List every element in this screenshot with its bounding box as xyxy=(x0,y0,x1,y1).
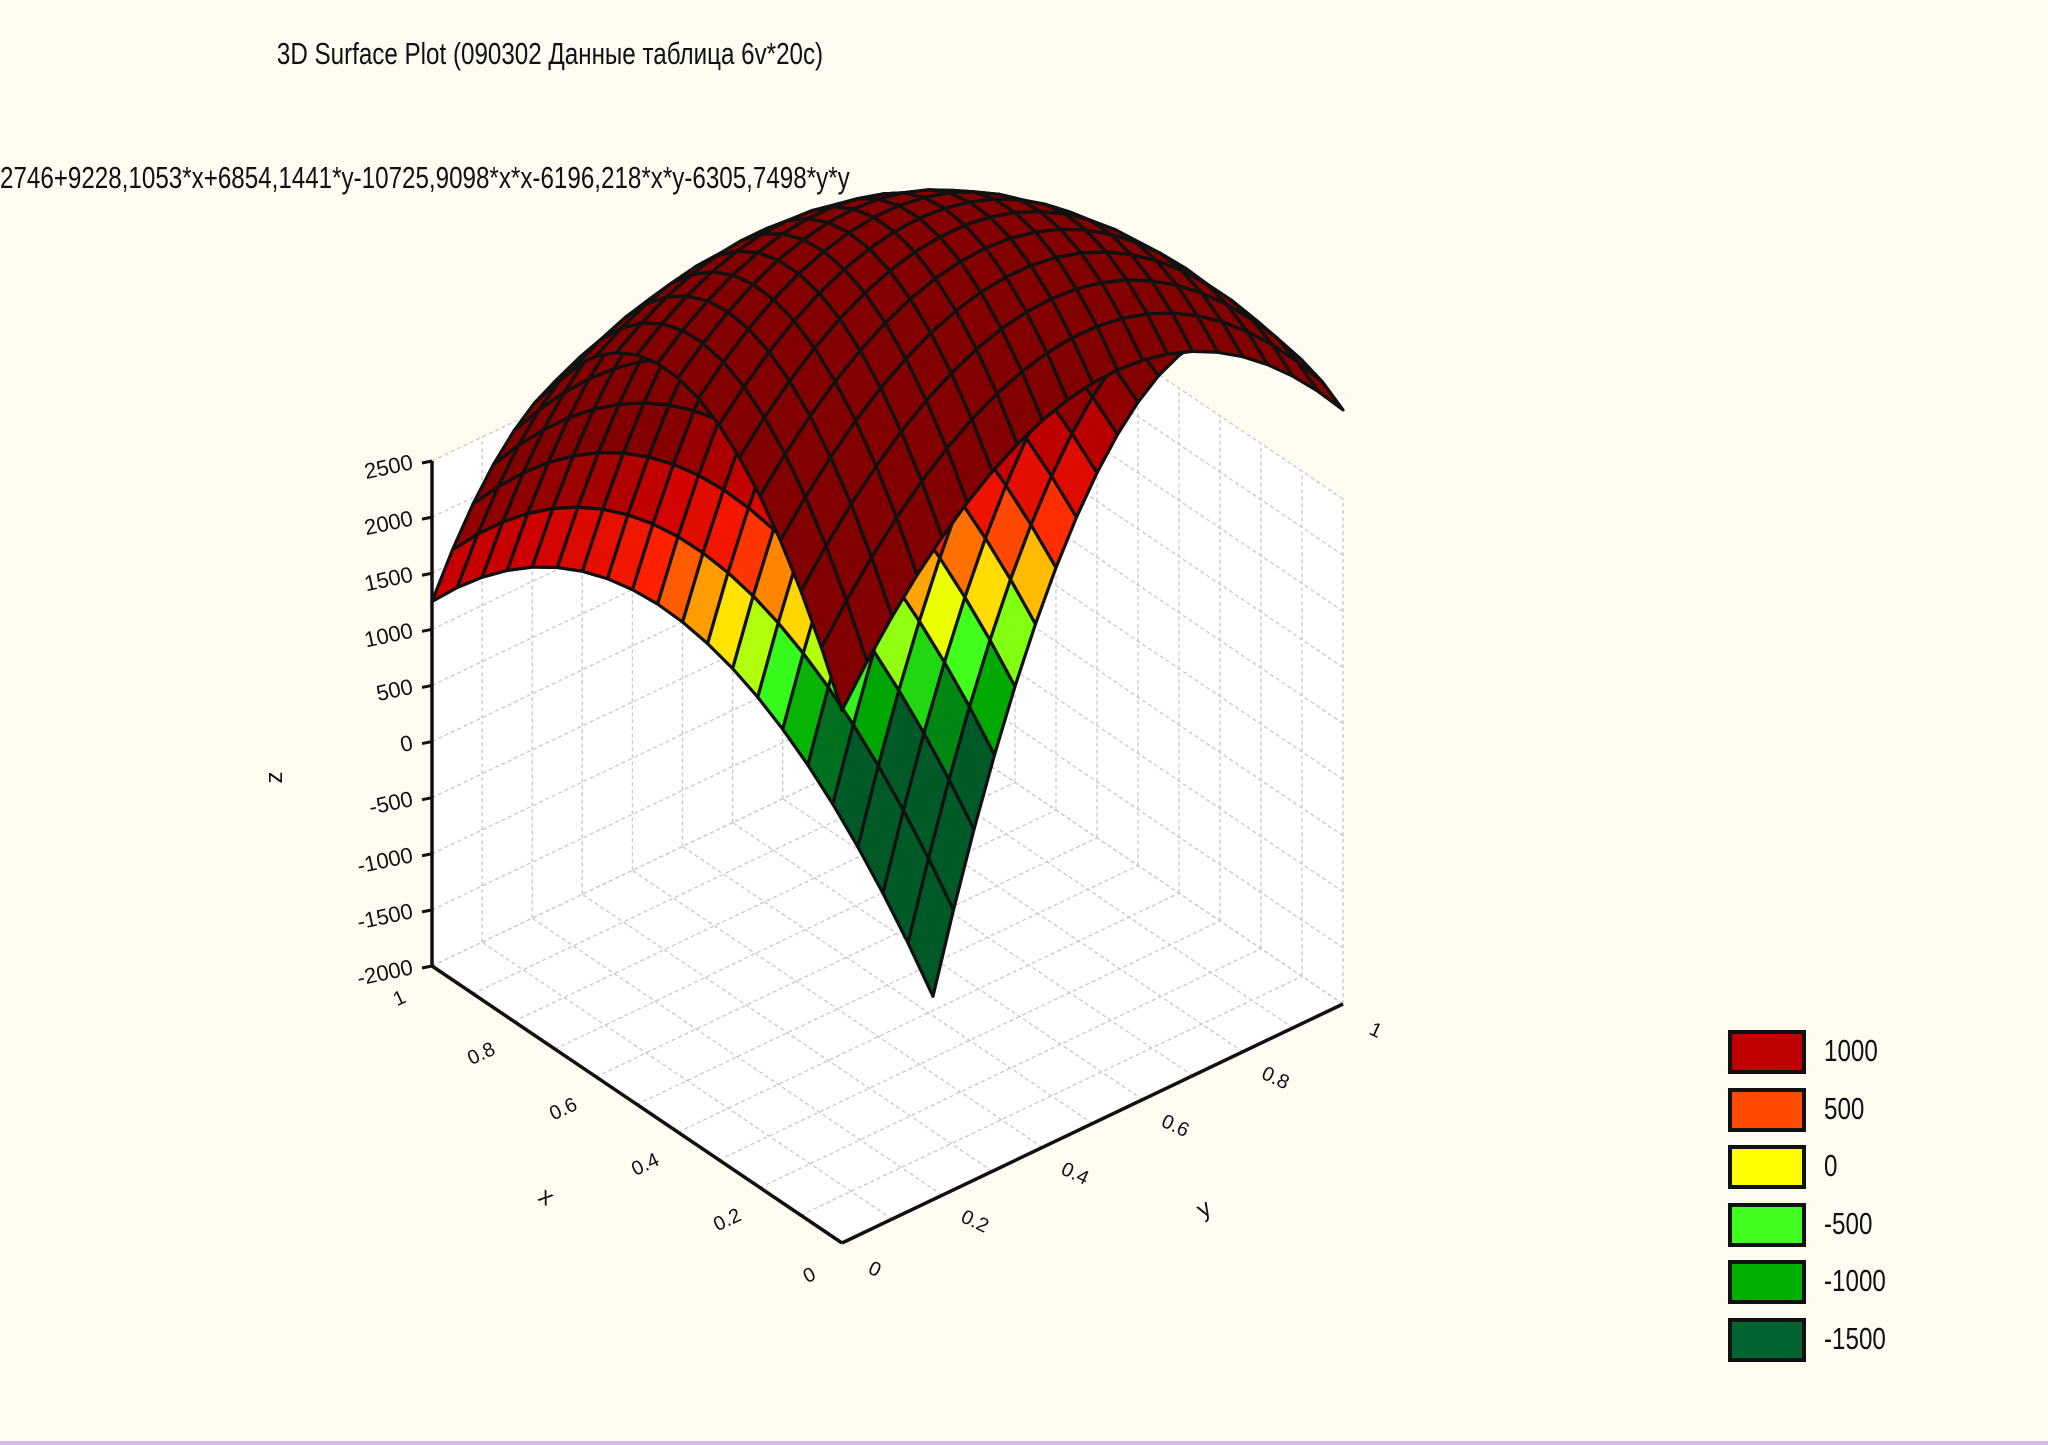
x-tick-label: 0.8 xyxy=(464,1038,499,1070)
grid-line xyxy=(595,837,1098,1078)
grid-line xyxy=(554,809,1057,1050)
legend-label: -1500 xyxy=(1824,1320,1886,1356)
z-tick-label: -1000 xyxy=(355,842,415,878)
legend-label: -500 xyxy=(1824,1205,1873,1241)
y-tick-label: 0.4 xyxy=(1058,1158,1093,1190)
legend-swatch xyxy=(1728,1030,1806,1074)
grid-line xyxy=(677,892,1180,1133)
y-tick-label: 0.2 xyxy=(957,1206,992,1238)
z-tick-label: -1500 xyxy=(355,898,415,934)
equation-label: 2746+9228,1053*x+6854,1441*y-10725,9098*… xyxy=(0,160,850,195)
x-tick-label: 1 xyxy=(390,986,409,1011)
y-axis-label: y xyxy=(1192,1194,1216,1223)
z-axis-label: z xyxy=(261,772,288,784)
z-tick-label: 2500 xyxy=(362,449,415,484)
z-tick xyxy=(421,683,433,689)
z-tick-label: 1500 xyxy=(362,562,415,597)
x-tick-label: 0.4 xyxy=(628,1149,663,1181)
y-tick-label: 0.8 xyxy=(1258,1063,1293,1095)
z-tick xyxy=(421,459,433,465)
y-tick-label: 0.6 xyxy=(1158,1110,1193,1142)
z-tick-label: -500 xyxy=(367,786,415,820)
grid-line xyxy=(882,750,1294,1029)
z-tick xyxy=(421,627,433,633)
z-tick xyxy=(421,852,433,858)
legend-swatch xyxy=(1728,1145,1806,1189)
legend-label: 500 xyxy=(1824,1090,1865,1126)
surface-cell xyxy=(819,599,869,713)
x-axis-label: x xyxy=(534,1182,559,1211)
grid-line xyxy=(932,726,1344,1005)
x-tick-label: 0 xyxy=(800,1263,819,1288)
legend-label: -1000 xyxy=(1824,1263,1886,1298)
grid-line xyxy=(782,798,1194,1077)
z-tick-label: -2000 xyxy=(355,954,415,990)
z-tick-label: 0 xyxy=(398,730,415,757)
y-axis-line xyxy=(841,1002,1344,1245)
grid-line xyxy=(632,869,1043,1148)
legend-label: 0 xyxy=(1824,1148,1838,1183)
grid-line xyxy=(481,941,893,1220)
z-tick xyxy=(421,740,433,746)
z-tick-label: 2000 xyxy=(362,506,415,541)
x-tick-label: 0.6 xyxy=(546,1094,581,1126)
z-tick xyxy=(421,796,433,802)
grid-line xyxy=(531,917,943,1196)
grid-line xyxy=(636,864,1139,1106)
grid-line xyxy=(682,845,1093,1125)
grid-line xyxy=(800,975,1303,1216)
legend-swatch xyxy=(1728,1087,1806,1132)
x-tick-label: 0.2 xyxy=(710,1204,745,1236)
surface xyxy=(430,188,1345,998)
legend-swatch xyxy=(1728,1317,1806,1362)
z-tick xyxy=(421,908,433,914)
x-axis-line xyxy=(431,964,843,1245)
z-tick-label: 500 xyxy=(374,674,415,706)
grid-line xyxy=(581,893,993,1172)
y-tick-label: 0 xyxy=(865,1257,884,1282)
legend-swatch xyxy=(1728,1202,1806,1247)
z-tick xyxy=(421,964,433,970)
z-tick-label: 1000 xyxy=(362,618,415,653)
grid-line xyxy=(832,774,1244,1053)
z-tick xyxy=(421,515,433,521)
legend-label: 1000 xyxy=(1824,1033,1878,1068)
window-border xyxy=(0,1441,2048,1445)
z-tick xyxy=(421,571,433,577)
legend-swatch xyxy=(1728,1260,1806,1304)
grid-line xyxy=(718,920,1221,1161)
grid-line xyxy=(759,948,1262,1189)
y-tick-label: 1 xyxy=(1366,1018,1385,1043)
chart-title: 3D Surface Plot (090302 Данные таблица 6… xyxy=(276,36,824,71)
